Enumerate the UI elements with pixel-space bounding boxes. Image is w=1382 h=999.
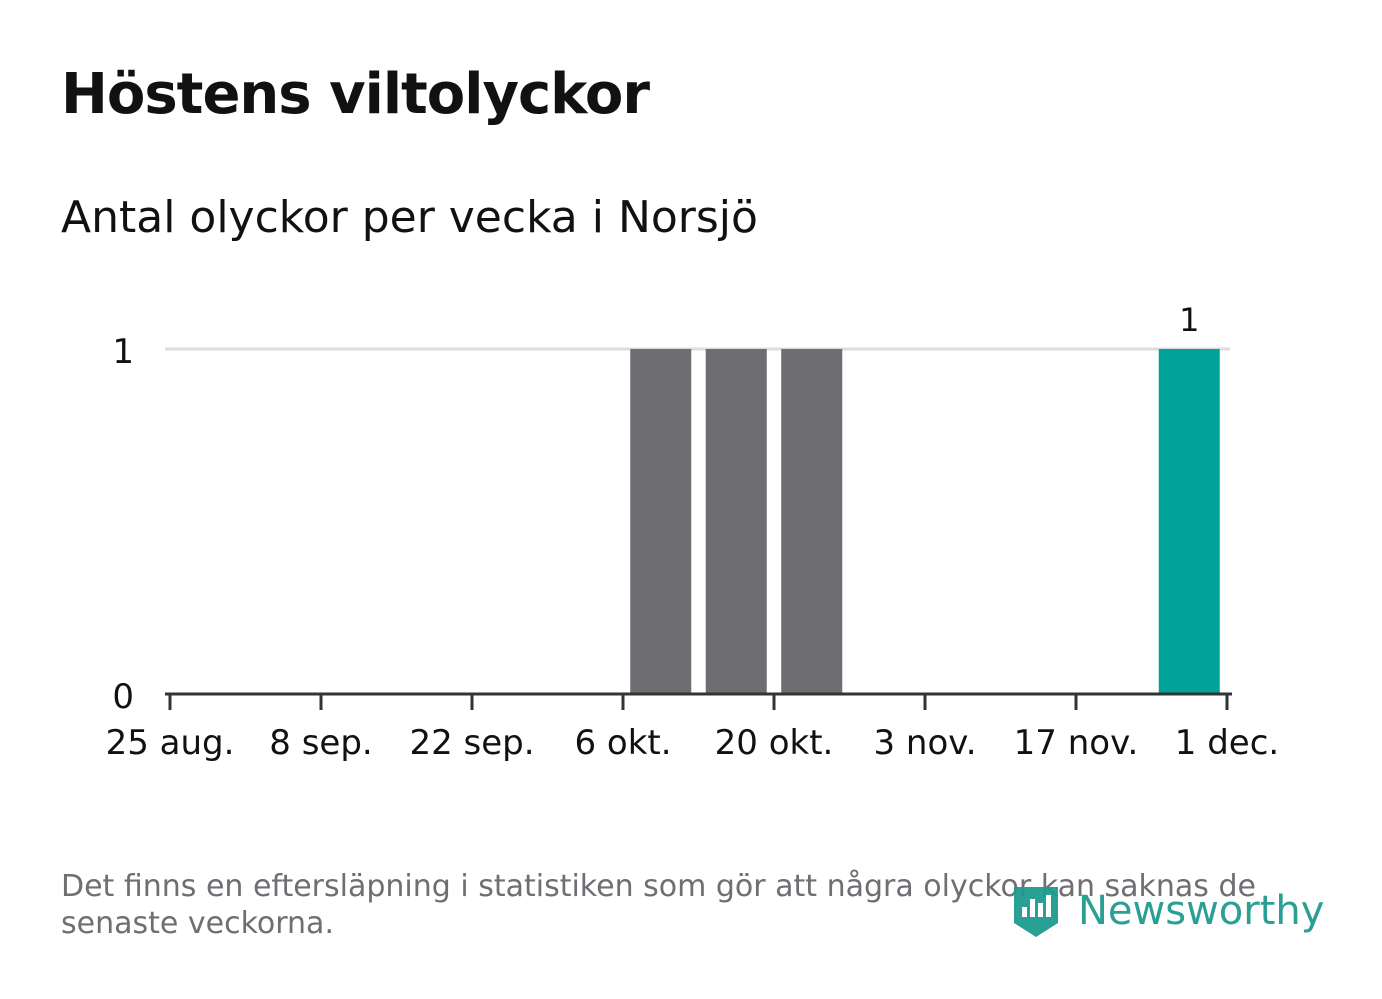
y-tick-label: 0 [112, 677, 134, 717]
x-tick-label: 1 dec. [1175, 723, 1279, 763]
newsworthy-logo: Newsworthy [1010, 880, 1324, 942]
bar [1158, 349, 1220, 694]
chart-title: Höstens viltolyckor [61, 62, 650, 127]
bar [781, 349, 843, 694]
x-tick-label: 22 sep. [409, 723, 534, 763]
axis-layer [165, 692, 1232, 710]
bar [705, 349, 767, 694]
x-tick-label: 25 aug. [106, 723, 235, 763]
x-tick-label: 20 okt. [715, 723, 834, 763]
chart-subtitle: Antal olyckor per vecka i Norsjö [61, 192, 758, 243]
label-layer: 0 1 1 25 aug. 8 sep. 22 sep. 6 okt. 20 okt. 3 no… [106, 301, 1280, 763]
newsworthy-logo-icon [1014, 887, 1058, 937]
bar [630, 349, 692, 694]
bar-layer [630, 349, 1220, 694]
data-label: 1 [1179, 301, 1199, 339]
x-tick-label: 17 nov. [1014, 723, 1139, 763]
x-tick-label: 6 okt. [574, 723, 671, 763]
newsworthy-logo-text: Newsworthy [1078, 888, 1325, 934]
y-tick-label: 1 [112, 332, 134, 372]
x-tick-label: 3 nov. [873, 723, 976, 763]
x-tick-label: 8 sep. [269, 723, 372, 763]
